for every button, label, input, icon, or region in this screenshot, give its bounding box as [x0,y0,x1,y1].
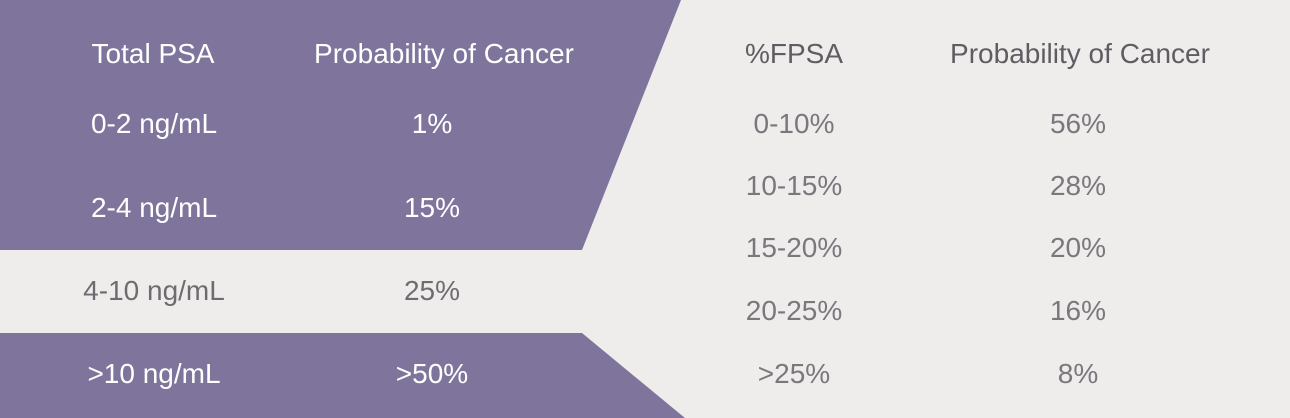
left-row-1-psa: 0-2 ng/mL [90,108,218,139]
right-header-fpsa: %FPSA [744,38,844,69]
right-row-5-probability: 8% [1057,358,1099,389]
right-header-probability: Probability of Cancer [950,38,1210,69]
left-row-2-probability: 15% [403,192,461,223]
left-row-4-probability: >50% [395,358,469,389]
left-header-total-psa: Total PSA [91,38,215,69]
right-row-4-probability: 16% [1049,295,1107,326]
right-row-1-probability: 56% [1049,108,1107,139]
left-row-3-probability: 25% [403,275,461,306]
right-row-2-probability: 28% [1049,170,1107,201]
purple-top-band [0,0,681,250]
right-row-3-probability: 20% [1049,232,1107,263]
right-row-2-fpsa: 10-15% [745,170,843,201]
right-row-5-fpsa: >25% [757,358,831,389]
right-row-4-fpsa: 20-25% [745,295,843,326]
left-row-3-psa: 4-10 ng/mL [83,275,225,306]
left-row-4-psa: >10 ng/mL [87,358,221,389]
left-header-probability: Probability of Cancer [314,38,574,69]
left-row-1-probability: 1% [411,108,453,139]
left-row-2-psa: 2-4 ng/mL [90,192,218,223]
right-row-3-fpsa: 15-20% [745,232,843,263]
right-row-1-fpsa: 0-10% [753,108,835,139]
purple-bottom-band [0,333,685,418]
